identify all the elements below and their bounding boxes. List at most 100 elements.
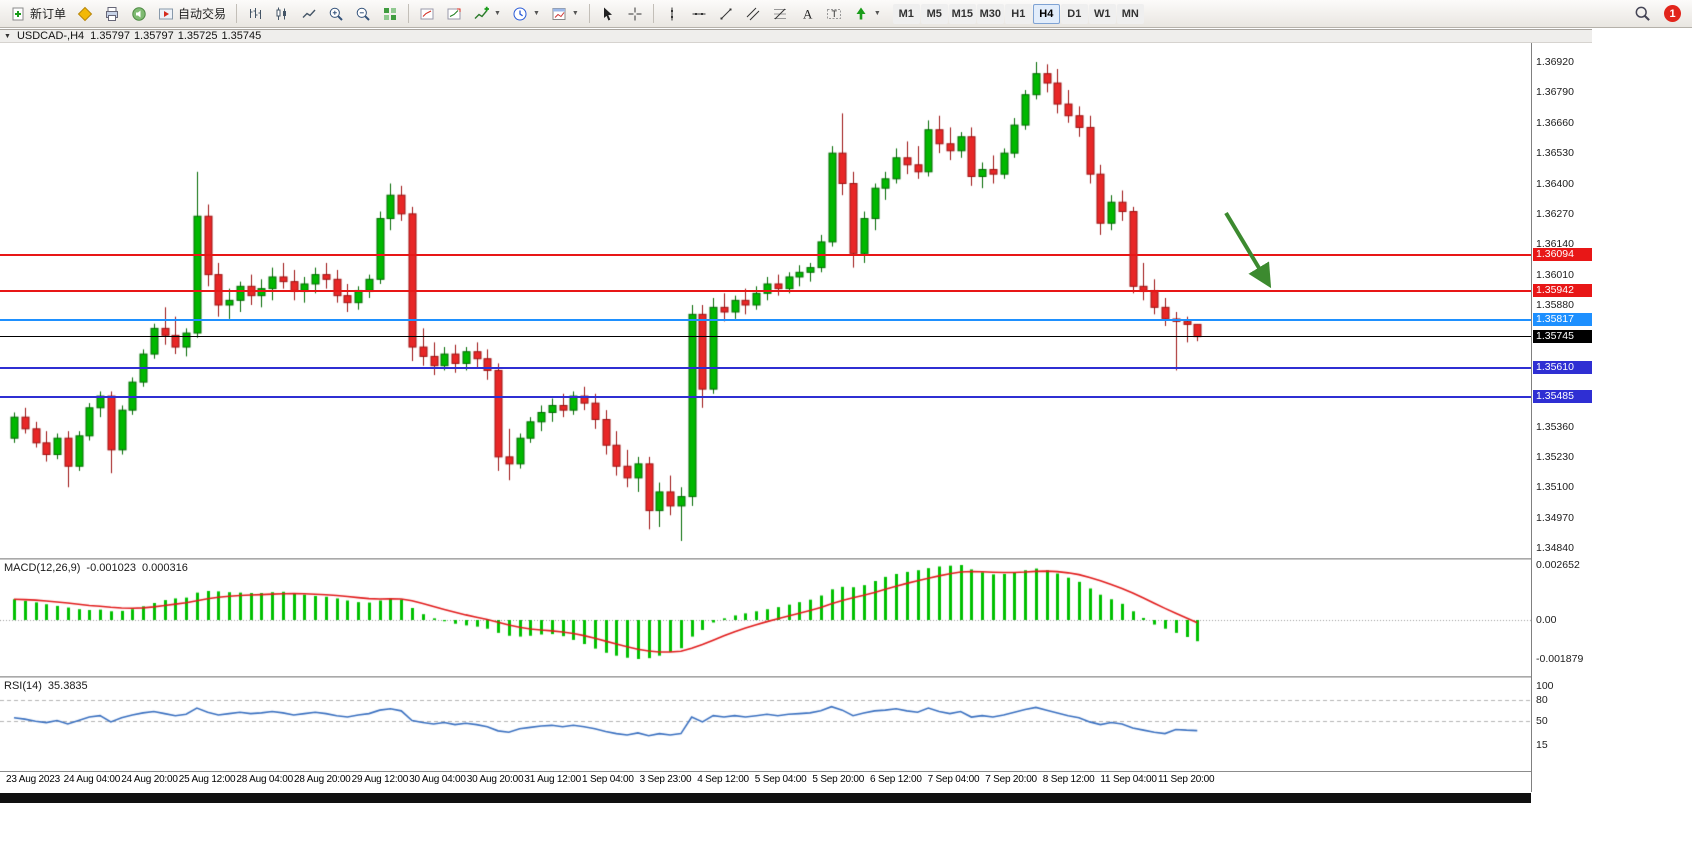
tile-windows-button[interactable] — [377, 3, 403, 25]
new-chart-button[interactable] — [414, 3, 440, 25]
price-axis-label: 1.35880 — [1536, 299, 1574, 311]
toolbar-right-group: 1 — [1629, 3, 1687, 25]
rsi-label-row: RSI(14) 35.3835 — [4, 680, 88, 692]
macd-indicator-canvas[interactable] — [0, 560, 1531, 676]
horizontal-line[interactable] — [0, 367, 1531, 370]
time-axis[interactable]: 23 Aug 2023 24 Aug 04:00 24 Aug 20:00 25 Au… — [0, 774, 1531, 790]
svg-text:A: A — [803, 6, 813, 21]
horizontal-line[interactable] — [0, 336, 1531, 338]
toolbar-separator — [588, 4, 590, 23]
templates-button[interactable]: ▼ — [546, 3, 584, 25]
horizontal-line-button[interactable] — [686, 3, 712, 25]
chart-open-value: 1.35797 — [90, 30, 130, 42]
new-order-label: 新订单 — [30, 7, 67, 21]
annotation-arrow-icon[interactable] — [1220, 205, 1284, 301]
macd-name: MACD(12,26,9) — [4, 562, 81, 574]
printer-icon — [106, 6, 119, 21]
bar-chart-button[interactable] — [242, 3, 268, 25]
notification-badge[interactable]: 1 — [1664, 5, 1681, 22]
price-axis-label: 1.36920 — [1536, 56, 1574, 68]
rsi-indicator-canvas[interactable] — [0, 678, 1531, 770]
chart-window-icon — [420, 8, 434, 19]
time-axis-label: 30 Aug 04:00 — [409, 774, 466, 785]
indicators-icon — [474, 6, 490, 19]
line-chart-icon — [302, 9, 316, 18]
arrows-button[interactable]: ▼ — [848, 3, 886, 25]
time-axis-label: 4 Sep 12:00 — [697, 774, 749, 785]
zoom-out-button[interactable] — [350, 3, 376, 25]
time-axis-label: 24 Aug 04:00 — [63, 774, 121, 785]
price-axis-label: 1.34970 — [1536, 511, 1574, 524]
time-axis-label: 24 Aug 20:00 — [121, 774, 178, 785]
horizontal-line[interactable] — [0, 253, 1531, 256]
channel-button[interactable] — [740, 3, 766, 25]
horizontal-line-icon — [692, 12, 706, 15]
price-axis[interactable]: 1.36920 1.36790 1.36660 1.36530 1.36400 1.362… — [1531, 29, 1592, 792]
zoom-in-icon — [329, 7, 343, 21]
sound-alert-button[interactable] — [126, 3, 152, 25]
price-axis-label: 1.36400 — [1536, 177, 1574, 190]
time-axis-separator — [0, 771, 1592, 772]
fibonacci-button[interactable] — [767, 3, 793, 25]
fibonacci-icon — [773, 8, 786, 19]
text-button[interactable]: A — [794, 3, 820, 25]
time-axis-label: 8 Sep 12:00 — [1042, 774, 1095, 785]
time-axis-label: 7 Sep 20:00 — [985, 774, 1037, 785]
horizontal-line[interactable] — [0, 289, 1531, 292]
horizontal-line[interactable] — [0, 396, 1531, 399]
time-axis-label: 30 Aug 20:00 — [466, 774, 524, 785]
crosshair-button[interactable] — [622, 3, 648, 25]
mql5-community-button[interactable] — [72, 3, 98, 25]
price-chart-canvas[interactable] — [0, 43, 1531, 558]
price-tag: 1.36094 — [1533, 247, 1592, 261]
time-axis-label: 29 Aug 12:00 — [351, 774, 409, 785]
autotrading-button[interactable]: 自动交易 — [153, 3, 231, 25]
toolbar-separator — [652, 4, 654, 23]
chart-plot-area[interactable]: ▼ MACD(12,26,9) -0.001023 0.000316 RSI(1… — [0, 29, 1531, 792]
price-tag: 1.35942 — [1533, 283, 1592, 297]
svg-text:T: T — [831, 9, 837, 19]
periods-button[interactable]: ▼ — [507, 3, 545, 25]
timeframe-m1-button[interactable]: M1 — [892, 3, 920, 24]
price-axis-label: 1.36660 — [1536, 116, 1574, 129]
price-axis-label: 1.36270 — [1536, 207, 1574, 220]
price-tag: 1.35610 — [1533, 361, 1592, 375]
chart-profile-icon — [447, 8, 461, 19]
panel-splitter[interactable] — [0, 558, 1592, 560]
time-axis-label: 28 Aug 20:00 — [294, 774, 351, 785]
print-button[interactable] — [99, 3, 125, 25]
trendline-icon — [720, 8, 732, 19]
chart-high-value: 1.35797 — [133, 30, 174, 42]
price-axis-label: 1.36140 — [1536, 238, 1574, 251]
timeframe-m30-button[interactable]: M30 — [976, 3, 1004, 24]
profiles-button[interactable] — [441, 3, 467, 25]
timeframe-m15-button[interactable]: M15 — [948, 3, 976, 24]
chart-menu-caret-icon[interactable]: ▼ — [4, 32, 11, 40]
zoom-in-button[interactable] — [323, 3, 349, 25]
macd-axis-label: 0.002652 — [1536, 559, 1580, 571]
timeframe-w1-button[interactable]: W1 — [1088, 3, 1116, 24]
horizontal-line[interactable] — [0, 318, 1531, 321]
diamond-icon — [77, 6, 93, 21]
trendline-button[interactable] — [713, 3, 739, 25]
new-order-button[interactable]: 新订单 — [5, 3, 71, 25]
cursor-button[interactable] — [595, 3, 621, 25]
crosshair-icon — [628, 7, 642, 20]
timeframe-h1-button[interactable]: H1 — [1004, 3, 1032, 24]
search-button[interactable] — [1629, 3, 1656, 25]
timeframe-d1-button[interactable]: D1 — [1060, 3, 1088, 24]
indicators-button[interactable]: ▼ — [468, 3, 506, 25]
text-label-button[interactable]: T — [821, 3, 847, 25]
time-axis-label: 1 Sep 04:00 — [582, 774, 634, 785]
clock-icon — [513, 7, 527, 20]
timeframe-h4-button[interactable]: H4 — [1032, 3, 1060, 24]
vertical-line-button[interactable] — [659, 3, 685, 25]
line-chart-button[interactable] — [296, 3, 322, 25]
macd-value: -0.001023 — [86, 562, 136, 574]
price-axis-label: 1.36010 — [1536, 268, 1574, 281]
timeframe-m5-button[interactable]: M5 — [920, 3, 948, 24]
timeframe-mn-button[interactable]: MN — [1116, 3, 1144, 24]
sound-icon — [132, 6, 146, 21]
panel-splitter[interactable] — [0, 676, 1592, 678]
candlestick-chart-button[interactable] — [269, 3, 295, 25]
